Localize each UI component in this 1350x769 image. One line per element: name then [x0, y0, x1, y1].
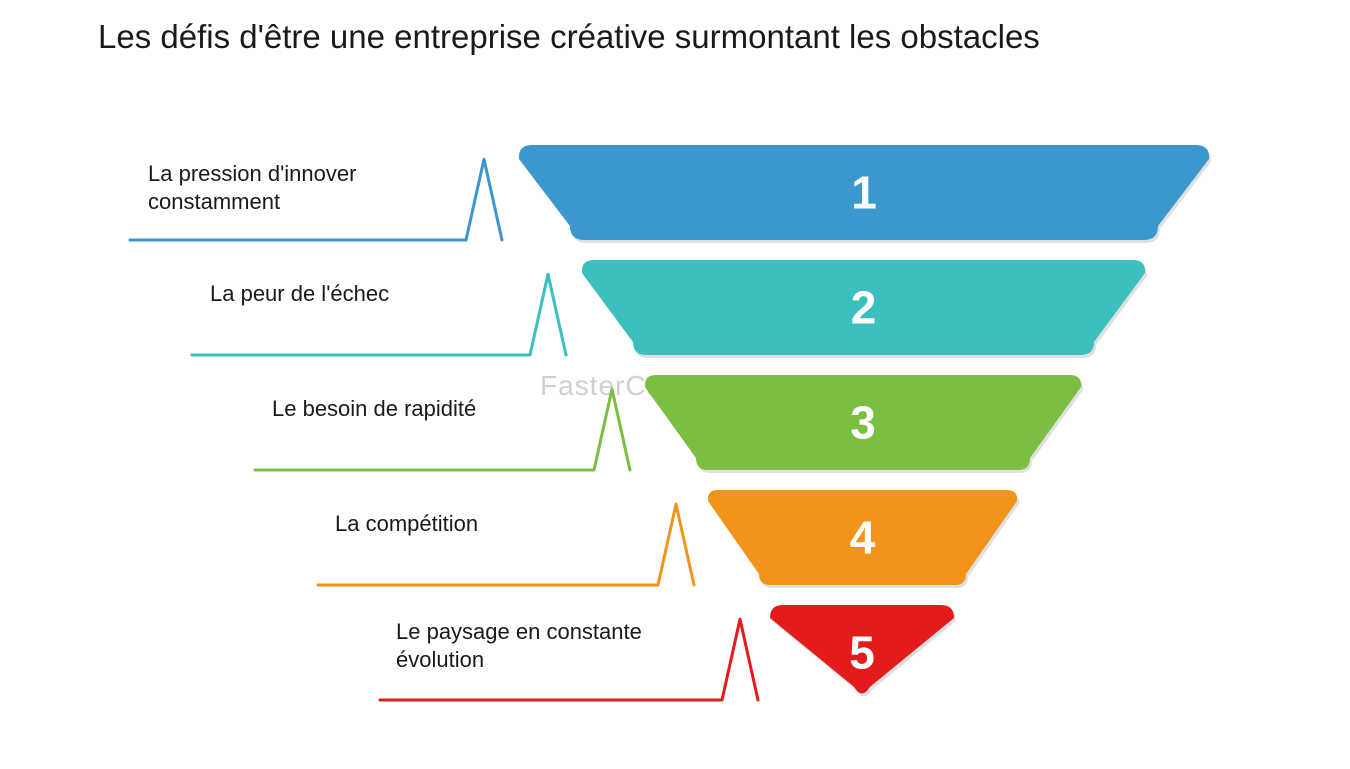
funnel-label-1: La pression d'innover constamment: [148, 160, 418, 215]
funnel-number-4: 4: [850, 512, 876, 564]
funnel-label-3: Le besoin de rapidité: [272, 395, 476, 423]
funnel-number-3: 3: [850, 397, 876, 449]
funnel-label-2: La peur de l'échec: [210, 280, 389, 308]
funnel-number-5: 5: [849, 627, 875, 679]
funnel-number-1: 1: [851, 167, 877, 219]
funnel-number-2: 2: [851, 282, 877, 334]
funnel-diagram: 1 2 3 4 5: [0, 0, 1350, 769]
funnel-label-4: La compétition: [335, 510, 478, 538]
funnel-label-5: Le paysage en constante évolution: [396, 618, 666, 673]
